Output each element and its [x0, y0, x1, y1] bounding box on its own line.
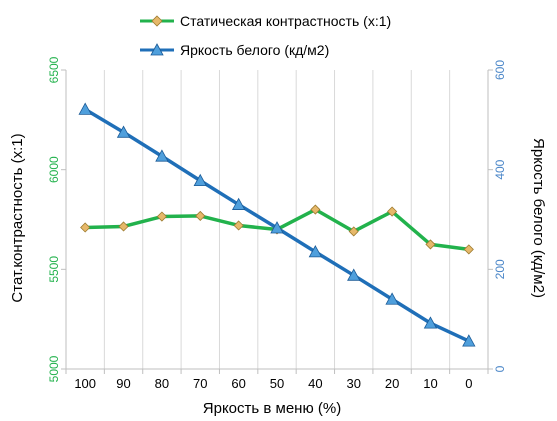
legend-brightness-triangle-marker	[150, 43, 164, 56]
contrast-point-marker	[387, 206, 398, 217]
contrast-point-marker	[348, 226, 359, 237]
right-tick-label: 400	[493, 159, 507, 179]
left-tick-label: 6500	[47, 56, 61, 83]
brightness-point-marker	[270, 221, 284, 234]
right-tick-label: 0	[493, 365, 507, 372]
left-tick-label: 6000	[47, 156, 61, 183]
x-axis-ticks: 100 90 80 70 60 50 40 30 20 10 0	[65, 369, 489, 391]
left-tick-label: 5500	[47, 256, 61, 283]
x-tick-label: 100	[74, 376, 96, 391]
legend-contrast-label: Статическая контрастность (x:1)	[180, 13, 391, 29]
brightness-point-marker	[78, 102, 92, 115]
x-tick-label: 40	[308, 376, 322, 391]
x-tick-label: 20	[385, 376, 399, 391]
brightness-point-marker	[231, 197, 246, 210]
brightness-point-marker	[308, 245, 323, 258]
x-tick-label: 50	[270, 376, 284, 391]
grid	[103, 70, 451, 369]
right-axis-title: Яркость белого (кд/м2)	[530, 138, 547, 298]
contrast-point-marker	[156, 211, 167, 222]
x-tick-label: 70	[193, 376, 207, 391]
legend-brightness-label: Яркость белого (кд/м2)	[180, 42, 329, 58]
legend-item-brightness: Яркость белого (кд/м2)	[140, 42, 329, 58]
x-axis-title: Яркость в меню (%)	[203, 400, 341, 417]
right-tick-label: 600	[493, 60, 507, 80]
contrast-point-marker	[118, 221, 129, 232]
x-tick-label: 0	[465, 376, 472, 391]
right-axis-ticks: 0 200 400 600	[488, 60, 507, 372]
contrast-point-marker	[195, 210, 206, 221]
legend-item-contrast: Статическая контрастность (x:1)	[140, 13, 391, 29]
brightness-point-marker	[385, 292, 399, 305]
x-tick-label: 90	[116, 376, 130, 391]
brightness-point-marker	[347, 268, 361, 281]
left-tick-label: 5000	[47, 355, 61, 382]
legend-contrast-diamond-marker	[151, 15, 163, 27]
brightness-point-marker	[462, 334, 476, 347]
contrast-point-marker	[310, 204, 321, 215]
brightness-point-marker	[155, 149, 169, 162]
axes	[65, 70, 489, 370]
legend: Статическая контрастность (x:1) Яркость …	[140, 13, 391, 58]
contrast-point-marker	[425, 239, 436, 250]
brightness-point-marker	[423, 316, 438, 329]
x-tick-label: 30	[346, 376, 360, 391]
brightness-point-marker	[193, 173, 207, 187]
left-axis-ticks: 5000 5500 6000 6500	[47, 56, 66, 382]
contrast-point-marker	[463, 244, 474, 255]
x-tick-label: 80	[155, 376, 169, 391]
left-axis-title: Стат.контрастность (x:1)	[9, 133, 26, 302]
x-tick-label: 10	[423, 376, 437, 391]
x-tick-label: 60	[231, 376, 245, 391]
right-tick-label: 200	[493, 259, 507, 279]
contrast-point-marker	[80, 222, 91, 233]
brightness-point-marker	[116, 125, 131, 138]
contrast-point-marker	[233, 220, 244, 231]
series-layer	[78, 102, 476, 347]
